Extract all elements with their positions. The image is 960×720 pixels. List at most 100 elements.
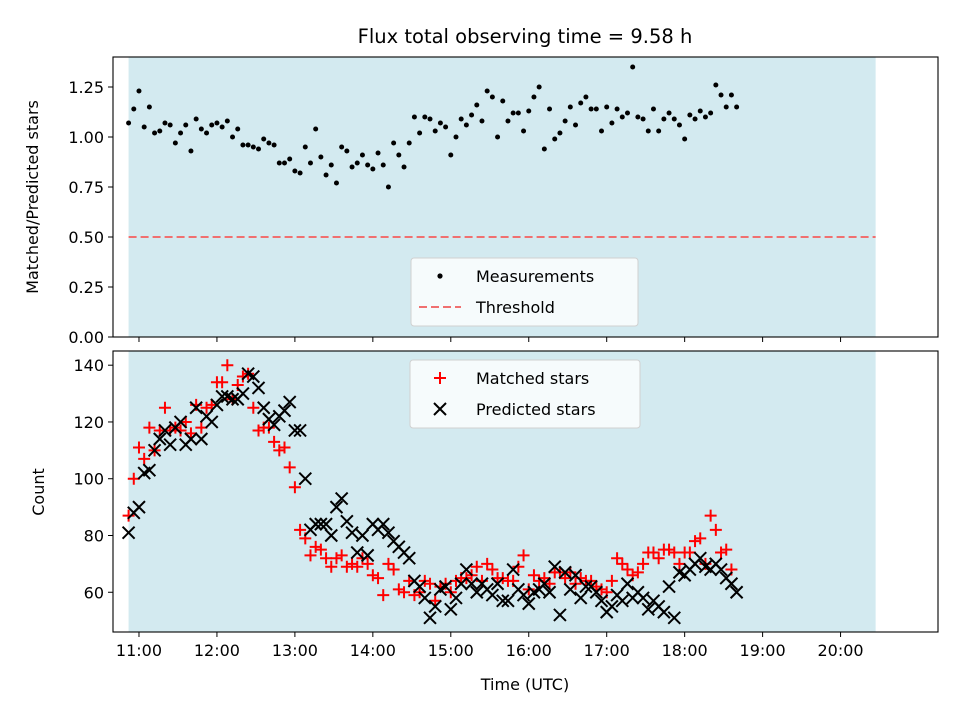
top-y-tick-label: 0.00 (68, 328, 104, 347)
measurement-point (718, 92, 724, 98)
predicted-star-point (210, 398, 224, 412)
measurement-point (469, 112, 475, 118)
measurement-point (650, 106, 656, 112)
predicted-star-point (345, 525, 359, 540)
measurement-point (219, 124, 225, 130)
measurement-point (463, 122, 469, 128)
measurement-point (297, 170, 303, 176)
predicted-star-point (236, 386, 250, 401)
legend-measurements-marker (437, 273, 443, 279)
predicted-star-point (496, 594, 510, 608)
matched-star-point (392, 583, 405, 596)
matched-star-point (538, 572, 551, 585)
matched-star-point (387, 563, 400, 576)
top-y-tick-label: 0.75 (68, 178, 104, 197)
measurement-point (344, 148, 350, 154)
legend-predicted-label: Predicted stars (476, 400, 596, 419)
predicted-star-point (615, 594, 629, 608)
measurement-point (427, 116, 433, 122)
measurement-point (484, 88, 490, 94)
measurement-point (682, 136, 688, 142)
predicted-star-point (308, 517, 323, 531)
measurement-point (661, 116, 667, 122)
predicted-star-point (662, 579, 676, 594)
matched-star-point (184, 427, 197, 440)
measurement-point (391, 140, 397, 146)
matched-star-point (715, 546, 728, 559)
matched-star-point (262, 421, 275, 434)
measurement-point (385, 184, 391, 190)
measurement-point (599, 128, 605, 134)
matched-star-point (372, 572, 385, 585)
matched-star-point (278, 441, 291, 454)
top-legend-box (410, 257, 639, 327)
measurement-point (583, 94, 589, 100)
top-x-ticks (138, 337, 842, 342)
predicted-star-point (568, 568, 583, 582)
measurement-point (500, 98, 506, 104)
bottom-x-tick-label: 11:00 (116, 641, 162, 660)
predicted-star-point (605, 599, 619, 614)
matched-star-point (268, 435, 281, 448)
measurement-point (692, 116, 698, 122)
matched-star-point (247, 401, 260, 414)
legend-predicted-marker (433, 402, 447, 416)
predicted-star-point (553, 608, 567, 622)
measurement-point (630, 64, 636, 70)
bottom-x-tick-label: 18:00 (662, 641, 708, 660)
matched-star-point (512, 560, 525, 573)
matched-star-point (637, 557, 650, 570)
legend-measurements-label: Measurements (476, 267, 594, 286)
top-y-tick-label: 1.25 (68, 78, 104, 97)
matched-star-point (335, 549, 348, 562)
measurement-point (230, 134, 236, 140)
measurement-point (728, 92, 734, 98)
measurement-point (172, 140, 178, 146)
measurement-point (204, 130, 210, 136)
measurement-point (240, 142, 246, 148)
predicted-star-point (594, 594, 609, 608)
predicted-star-point (724, 577, 739, 591)
matched-star-point (377, 589, 390, 602)
measurement-point (214, 120, 220, 126)
matched-star-point (143, 421, 156, 434)
top-legend: Measurements Threshold (410, 257, 639, 327)
measurement-point (136, 88, 142, 94)
bottom-x-tick-label: 17:00 (584, 641, 630, 660)
predicted-stars-points (121, 366, 744, 625)
predicted-star-point (319, 517, 333, 531)
predicted-star-point (522, 596, 536, 611)
measurement-point (578, 100, 584, 106)
measurement-point (588, 106, 594, 112)
measurement-point (687, 112, 693, 118)
predicted-star-point (506, 562, 520, 577)
measurement-point (656, 128, 662, 134)
measurement-point (547, 106, 553, 112)
predicted-star-point (194, 432, 209, 446)
matched-star-point (481, 557, 494, 570)
matched-star-point (174, 424, 187, 437)
measurement-point (505, 118, 511, 124)
predicted-star-point (246, 369, 261, 384)
matched-star-point (486, 563, 499, 576)
top-panel: 0.00 0.25 0.50 0.75 1.00 1.25 Matched/Predict… (23, 56, 939, 347)
measurement-point (671, 116, 677, 122)
measurement-point (432, 128, 438, 134)
matched-star-point (527, 569, 540, 582)
matched-star-point (366, 569, 379, 582)
measurement-point (152, 130, 158, 136)
matched-star-point (195, 421, 208, 434)
matched-star-point (325, 560, 338, 573)
matched-star-point (595, 583, 608, 596)
predicted-star-point (381, 525, 396, 540)
predicted-star-point (693, 551, 707, 565)
predicted-star-point (449, 591, 463, 605)
legend-threshold-label: Threshold (475, 298, 555, 317)
matched-star-point (647, 546, 660, 559)
predicted-star-point (470, 585, 484, 599)
measurement-point (359, 152, 365, 158)
predicted-star-point (282, 395, 297, 409)
measurement-point (448, 152, 454, 158)
bottom-legend: Matched stars Predicted stars (409, 359, 641, 429)
